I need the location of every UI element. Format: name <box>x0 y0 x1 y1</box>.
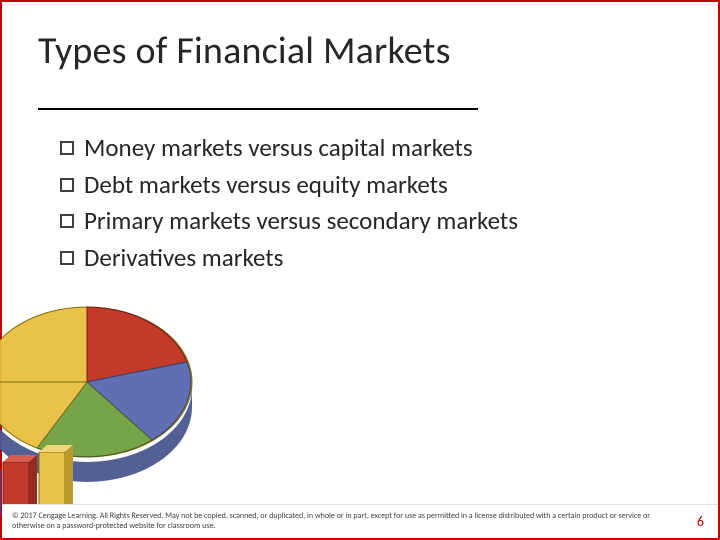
square-bullet-icon <box>60 214 74 228</box>
bullet-text: Money markets versus capital markets <box>84 132 473 165</box>
square-bullet-icon <box>60 141 74 155</box>
list-item: Debt markets versus equity markets <box>60 169 678 202</box>
list-item: Primary markets versus secondary markets <box>60 205 678 238</box>
list-item: Money markets versus capital markets <box>60 132 678 165</box>
list-item: Derivatives markets <box>60 242 678 275</box>
title-underline <box>38 108 478 110</box>
bullet-list: Money markets versus capital markets Deb… <box>60 132 678 278</box>
footer: © 2017 Cengage Learning. All Rights Rese… <box>2 504 718 538</box>
bullet-text: Debt markets versus equity markets <box>84 169 448 202</box>
copyright-text: © 2017 Cengage Learning. All Rights Rese… <box>12 512 697 531</box>
square-bullet-icon <box>60 178 74 192</box>
page-title: Types of Financial Markets <box>38 28 451 74</box>
square-bullet-icon <box>60 251 74 265</box>
bullet-text: Derivatives markets <box>84 242 283 275</box>
bullet-text: Primary markets versus secondary markets <box>84 205 518 238</box>
page-number: 6 <box>697 513 710 530</box>
background-chart-decoration <box>0 272 257 532</box>
slide: Types of Financial Markets Money markets… <box>0 0 720 540</box>
